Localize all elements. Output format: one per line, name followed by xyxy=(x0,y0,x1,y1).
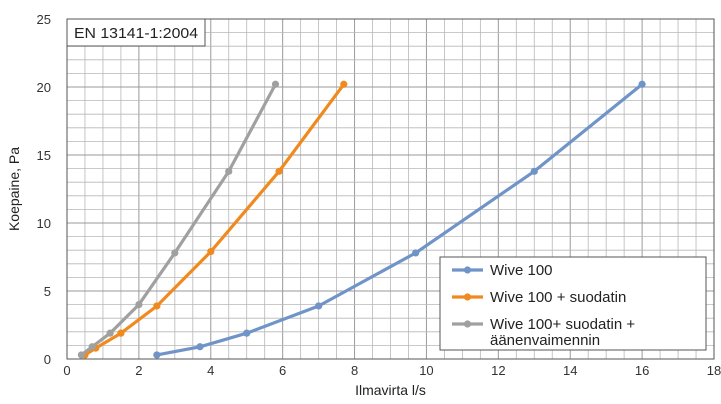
plot-frame xyxy=(66,18,715,360)
data-point xyxy=(530,167,538,175)
data-point xyxy=(106,329,114,337)
axes: 0 2 4 6 8 10 12 14 16 18 0 5 10 15 20 25 xyxy=(37,12,721,378)
series-layer xyxy=(77,80,646,359)
data-point xyxy=(243,329,251,337)
data-point xyxy=(340,80,348,88)
legend-frame xyxy=(439,256,707,351)
x-tick-label: 0 xyxy=(63,363,70,378)
data-point xyxy=(196,343,204,351)
data-point xyxy=(207,247,215,256)
legend-marker xyxy=(463,266,472,274)
x-tick-label: 12 xyxy=(491,363,505,378)
y-tick-label: 15 xyxy=(37,148,51,163)
x-tick-label: 6 xyxy=(279,363,286,378)
data-point xyxy=(315,302,323,310)
data-point xyxy=(135,301,143,309)
y-tick-label: 20 xyxy=(37,80,51,95)
annotation-box: EN 13141-1:2004 xyxy=(66,18,206,47)
legend: Wive 100 Wive 100 + suodatin Wive 100+ suo… xyxy=(439,256,707,351)
x-tick-label: 10 xyxy=(419,363,433,378)
x-axis-title: Ilmavirta l/s xyxy=(355,382,426,398)
legend-marker xyxy=(463,320,472,328)
annotation-frame xyxy=(66,18,206,47)
data-point xyxy=(271,80,280,88)
y-axis-title: Koepaine, Pa xyxy=(6,147,22,231)
legend-label: Wive 100 xyxy=(490,262,553,279)
series-3 xyxy=(77,80,280,359)
x-tick-label: 14 xyxy=(563,363,577,378)
y-tick-label: 5 xyxy=(44,284,51,299)
annotation-label: EN 13141-1:2004 xyxy=(74,25,198,42)
data-point xyxy=(638,80,646,88)
y-tick-label: 10 xyxy=(37,216,51,231)
series-1 xyxy=(153,80,646,359)
x-tick-label: 16 xyxy=(635,363,649,378)
data-point xyxy=(171,249,179,257)
x-tick-label: 4 xyxy=(207,363,214,378)
data-point xyxy=(412,249,420,257)
data-point xyxy=(225,167,233,175)
y-tick-label: 25 xyxy=(37,12,51,27)
series-line xyxy=(83,82,346,357)
data-point xyxy=(153,302,161,310)
data-point xyxy=(88,343,96,351)
legend-marker xyxy=(463,293,472,301)
legend-label: Wive 100 + suodatin xyxy=(490,289,626,306)
x-tick-label: 18 xyxy=(707,363,721,378)
y-tick-label: 0 xyxy=(44,352,51,367)
legend-label: Wive 100+ suodatin + xyxy=(490,316,635,333)
data-point xyxy=(153,351,161,359)
data-point xyxy=(275,167,283,175)
legend-label: äänenvaimennin xyxy=(490,332,600,349)
data-point xyxy=(117,329,125,337)
data-point xyxy=(77,351,85,359)
x-tick-label: 2 xyxy=(135,363,142,378)
x-tick-label: 8 xyxy=(351,363,358,378)
